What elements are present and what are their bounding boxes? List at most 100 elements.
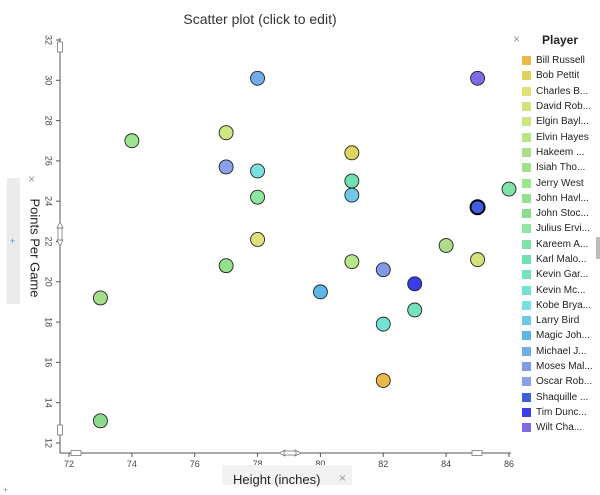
data-point-16[interactable] — [250, 163, 266, 179]
data-point-7[interactable] — [92, 290, 108, 306]
legend-swatch — [522, 300, 531, 310]
legend-label: Jerry West — [536, 177, 584, 189]
legend-close-icon[interactable]: × — [513, 32, 521, 46]
legend-swatch — [522, 163, 531, 173]
data-point-18[interactable] — [312, 284, 328, 300]
legend-item[interactable]: Elvin Hayes — [522, 129, 598, 144]
legend-label: Charles B... — [536, 85, 589, 97]
legend-item[interactable]: Kevin Gar... — [522, 267, 598, 282]
legend-item[interactable]: Bob Pettit — [522, 68, 598, 83]
legend-label: Larry Bird — [536, 315, 580, 327]
legend-label: Julius Ervi... — [536, 223, 590, 235]
legend-swatch — [522, 56, 531, 66]
legend-item[interactable]: John Stoc... — [522, 206, 598, 221]
y-tick-label: 16 — [44, 357, 54, 367]
legend-item[interactable]: Shaquille ... — [522, 390, 598, 405]
x-axis-min-handle[interactable] — [70, 450, 82, 456]
data-point-23[interactable] — [407, 276, 423, 292]
legend-swatch — [522, 178, 531, 188]
x-tick-label: 80 — [315, 459, 325, 469]
legend-item[interactable]: John Havl... — [522, 191, 598, 206]
legend-item[interactable]: Wilt Cha... — [522, 420, 598, 435]
data-point-15[interactable] — [375, 316, 391, 332]
legend-item[interactable]: Hakeem ... — [522, 145, 598, 160]
chart-title[interactable]: Scatter plot (click to edit) — [183, 11, 337, 27]
data-point-21[interactable] — [218, 159, 234, 175]
legend-item[interactable]: Isiah Tho... — [522, 160, 598, 175]
legend-item[interactable]: Elgin Bayl... — [522, 114, 598, 129]
data-point-22[interactable] — [469, 199, 486, 216]
y-tick-label: 22 — [44, 236, 54, 246]
y-axis-add-icon[interactable]: + — [10, 236, 16, 246]
data-point-2[interactable] — [250, 232, 266, 247]
corner-add-icon[interactable]: + — [3, 485, 9, 495]
legend-item[interactable]: Charles B... — [522, 84, 598, 99]
legend-item[interactable]: Kobe Brya... — [522, 298, 598, 313]
legend-swatch — [522, 362, 531, 372]
legend-item[interactable]: Magic Joh... — [522, 328, 598, 343]
legend-swatch — [522, 392, 531, 402]
y-tick-label: 14 — [44, 398, 54, 408]
legend-item[interactable]: Kareem A... — [522, 237, 598, 252]
legend-item[interactable]: Tim Dunc... — [522, 405, 598, 420]
data-point-11[interactable] — [250, 189, 266, 205]
legend-item[interactable]: Larry Bird — [522, 313, 598, 328]
legend-label: Michael J... — [536, 345, 587, 357]
legend-swatch — [522, 346, 531, 356]
legend-item[interactable]: David Rob... — [522, 99, 598, 114]
legend-label: Wilt Cha... — [536, 422, 583, 434]
legend-item[interactable]: Oscar Rob... — [522, 374, 598, 389]
legend-item[interactable]: Jerry West — [522, 175, 598, 190]
data-point-14[interactable] — [407, 302, 423, 318]
data-point-20[interactable] — [375, 262, 391, 278]
legend-swatch — [522, 285, 531, 295]
legend-item[interactable]: Karl Malo... — [522, 252, 598, 267]
data-points[interactable] — [92, 70, 517, 429]
legend-swatch — [522, 316, 531, 326]
data-point-10[interactable] — [92, 413, 108, 429]
data-point-8[interactable] — [124, 133, 140, 149]
x-tick-label: 82 — [378, 459, 388, 469]
y-axis-max-handle[interactable] — [57, 41, 63, 53]
legend-resize-handle[interactable] — [596, 237, 600, 259]
legend-item[interactable]: Moses Mal... — [522, 359, 598, 374]
data-point-9[interactable] — [218, 258, 234, 274]
legend-item[interactable]: Kevin Mc... — [522, 282, 598, 297]
x-axis-label[interactable]: Height (inches) — [233, 472, 321, 487]
legend-swatch — [522, 132, 531, 142]
data-point-19[interactable] — [250, 70, 266, 86]
data-point-3[interactable] — [470, 252, 486, 268]
data-point-13[interactable] — [344, 173, 360, 189]
legend-item[interactable]: Michael J... — [522, 344, 598, 359]
x-tick-label: 72 — [64, 459, 74, 469]
legend-item[interactable]: Bill Russell — [522, 53, 598, 68]
x-axis-drag-handle[interactable] — [278, 449, 302, 457]
data-point-6[interactable] — [438, 238, 454, 253]
data-point-1[interactable] — [344, 145, 360, 161]
y-axis-close-icon[interactable]: × — [28, 172, 36, 186]
y-axis-label[interactable]: Points Per Game — [27, 198, 43, 298]
data-point-0[interactable] — [375, 373, 391, 388]
data-point-12[interactable] — [501, 181, 517, 197]
y-tick-label: 32 — [44, 35, 54, 45]
legend-label: Elvin Hayes — [536, 131, 589, 143]
data-point-4[interactable] — [218, 125, 234, 141]
x-axis-close-icon[interactable]: × — [339, 471, 347, 485]
legend-item[interactable]: Julius Ervi... — [522, 221, 598, 236]
y-tick-label: 18 — [44, 317, 54, 327]
data-point-5[interactable] — [344, 254, 360, 270]
legend: Player Bill Russell Bob Pettit Charles B..… — [522, 33, 598, 435]
x-axis-drop-panel[interactable] — [222, 465, 352, 485]
x-axis-max-handle[interactable] — [471, 450, 483, 456]
y-tick-label: 20 — [44, 277, 54, 287]
legend-items: Bill Russell Bob Pettit Charles B... David … — [522, 53, 598, 435]
legend-label: Kobe Brya... — [536, 299, 592, 311]
y-axis-min-handle[interactable] — [57, 424, 63, 436]
y-axis-drag-handle[interactable] — [56, 221, 64, 247]
legend-swatch — [522, 86, 531, 96]
data-point-24[interactable] — [470, 70, 486, 86]
legend-title[interactable]: Player — [541, 33, 579, 47]
y-axis-drop-panel[interactable] — [7, 178, 20, 304]
data-point-17[interactable] — [344, 187, 360, 203]
